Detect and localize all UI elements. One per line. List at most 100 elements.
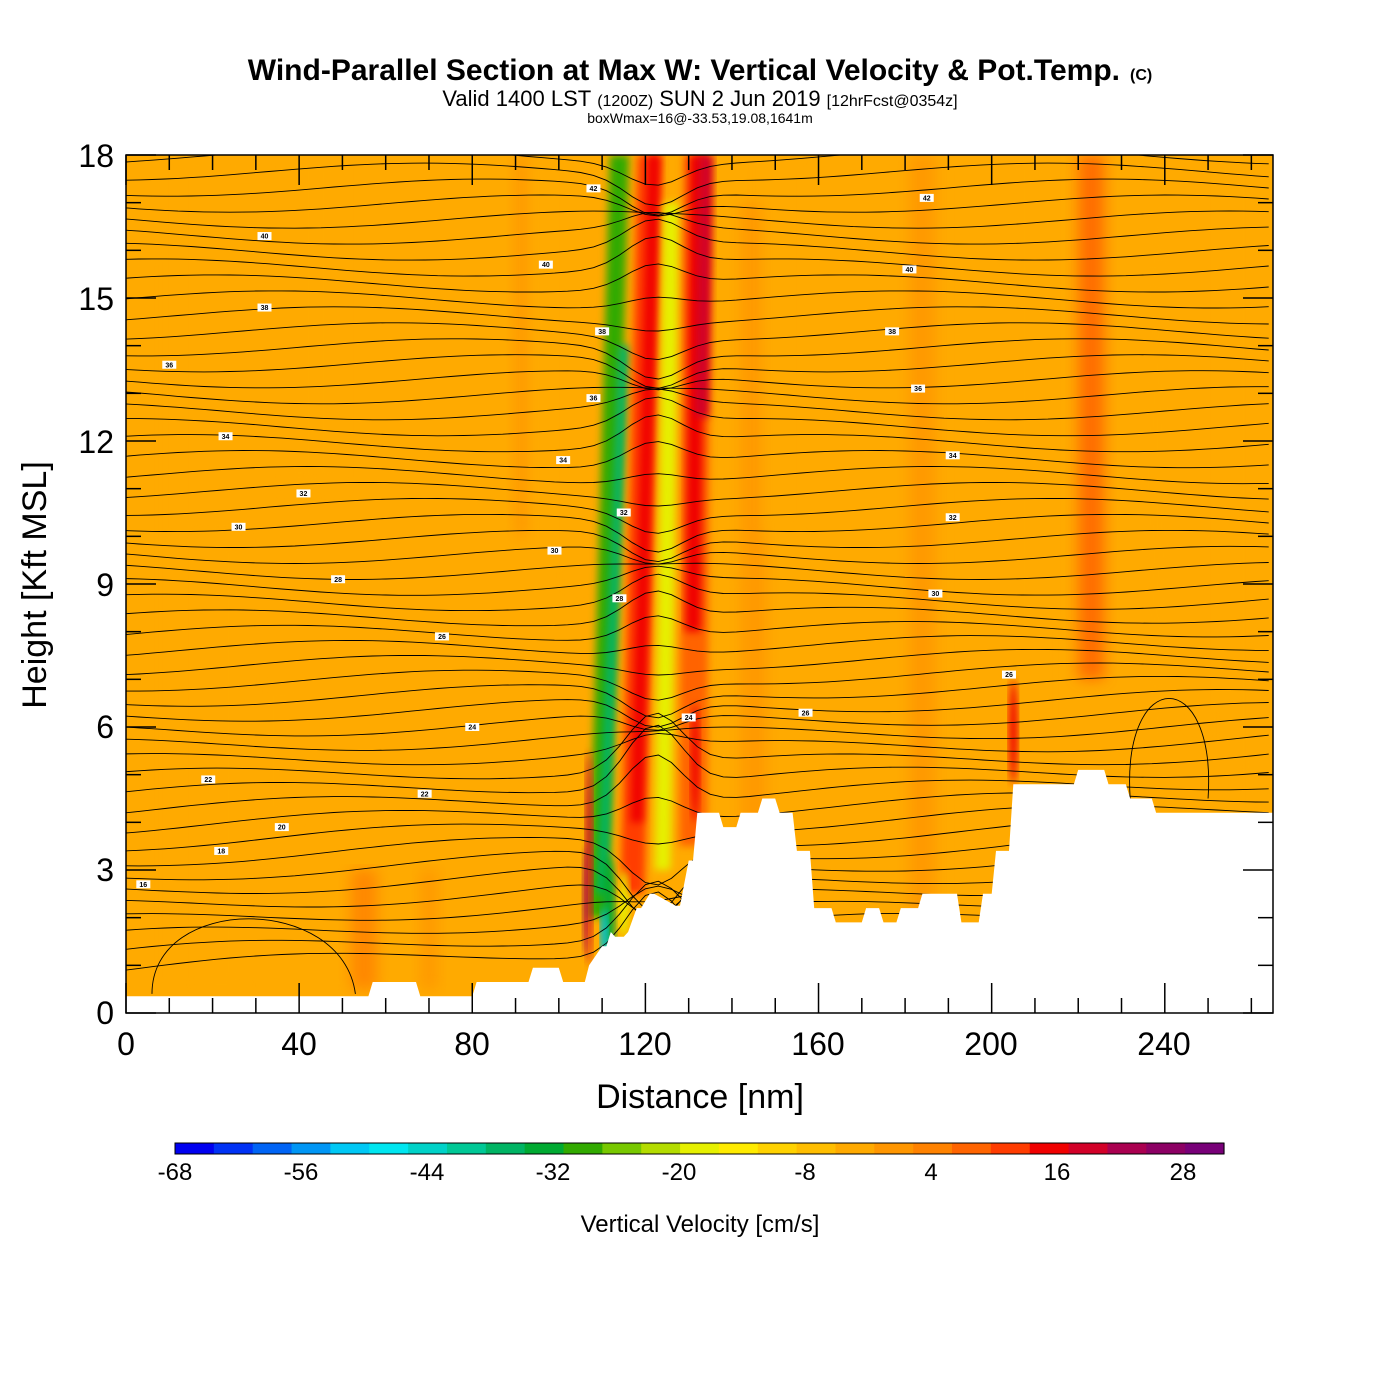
contour-label-text: 30 <box>551 548 559 555</box>
theta-contour <box>126 306 1269 332</box>
velocity-column <box>694 155 713 418</box>
colorbar-cell <box>213 1143 254 1154</box>
plot-area: 42 42 40 40 40 38 38 38 36 36 36 34 34 34 32 32 32 30 30 30… <box>126 155 1273 1013</box>
contour-label: 20 <box>274 823 289 832</box>
contour-label-text: 24 <box>685 715 693 722</box>
contour-label-bg <box>214 846 229 855</box>
x-tick-label: 160 <box>791 1026 844 1062</box>
contour-label: 22 <box>417 789 432 798</box>
contour-label-bg <box>616 508 631 517</box>
theta-contour <box>126 529 1269 563</box>
contour-label-bg <box>162 360 177 369</box>
contour-label-text: 38 <box>888 329 896 336</box>
contour-label-text: 42 <box>590 186 598 193</box>
y-tick-label: 9 <box>96 567 114 603</box>
colorbar-cell <box>1068 1143 1109 1154</box>
theta-contour <box>126 386 1269 405</box>
contour-label-text: 34 <box>559 458 567 465</box>
contour-label-bg <box>798 708 813 717</box>
contour-label-text: 42 <box>923 196 931 203</box>
velocity-streak <box>909 155 936 966</box>
colorbar-cell <box>408 1143 448 1154</box>
contour-label-bg <box>434 632 449 641</box>
colorbar-cell <box>252 1143 293 1154</box>
theta-contour <box>126 441 1269 469</box>
contour-label: 36 <box>586 394 601 403</box>
colorbar-cell <box>330 1143 370 1154</box>
velocity-streak <box>199 536 243 990</box>
colorbar-cell <box>1185 1143 1225 1154</box>
colorbar-tick-label: -8 <box>794 1159 815 1186</box>
contour-label: 42 <box>919 193 934 203</box>
colorbar-tick-label: -68 <box>158 1159 193 1186</box>
contour-label: 34 <box>218 432 233 441</box>
colorbar-cell <box>175 1143 215 1154</box>
velocity-streak <box>1225 155 1252 775</box>
contour-label-bg <box>595 327 610 336</box>
theta-contour <box>151 918 356 994</box>
contour-label-bg <box>919 193 934 202</box>
x-tick-label: 0 <box>117 1026 135 1062</box>
contour-label-text: 26 <box>1005 672 1013 679</box>
y-tick-label: 18 <box>78 138 114 174</box>
colorbar-cell <box>641 1143 681 1154</box>
theta-contour <box>126 648 1269 676</box>
colorbar <box>175 1143 1225 1154</box>
contour-label-text: 36 <box>165 362 173 369</box>
contour-label-text: 20 <box>278 825 286 832</box>
contour-label-text: 18 <box>217 849 225 856</box>
contour-label-text: 26 <box>802 710 810 717</box>
theta-contour <box>126 178 1269 216</box>
velocity-cell <box>690 703 700 823</box>
contour-label-bg <box>296 489 311 498</box>
velocity-cell <box>1147 155 1165 799</box>
contour-label-bg <box>911 384 926 393</box>
contour-label-text: 28 <box>334 577 342 584</box>
contour-label: 36 <box>162 360 177 369</box>
contour-label-bg <box>218 432 233 441</box>
contour-label: 22 <box>201 775 216 784</box>
contour-label: 24 <box>465 723 480 732</box>
contour-label-bg <box>547 546 562 555</box>
colorbar-tick-labels: -68 -56 -44 -32 -20 -8 4 16 28 <box>158 1159 1197 1186</box>
contour-label-bg <box>201 775 216 784</box>
theta-contour <box>126 370 1269 391</box>
contour-label: 36 <box>911 384 926 393</box>
contour-label-bg <box>274 823 289 832</box>
theta-contour <box>126 290 1269 309</box>
contour-label: 26 <box>1001 670 1016 679</box>
contour-label: 24 <box>681 713 696 722</box>
contour-label: 38 <box>885 327 900 336</box>
contour-label-text: 34 <box>949 453 957 460</box>
theta-contour <box>126 662 1269 701</box>
colorbar-cell <box>874 1143 914 1154</box>
contour-label-text: 40 <box>906 267 914 274</box>
velocity-streak <box>1034 155 1061 632</box>
y-tick-label: 6 <box>96 709 114 745</box>
contour-label-bg <box>1001 670 1016 679</box>
contour-label-text: 38 <box>261 305 269 312</box>
velocity-column <box>654 202 680 870</box>
theta-contour <box>126 717 1269 751</box>
contour-label-bg <box>257 303 272 312</box>
copyright-mark: (C) <box>1130 67 1152 84</box>
contour-label-bg <box>902 265 917 274</box>
colorbar-cell <box>446 1143 487 1154</box>
contour-label: 30 <box>928 589 943 598</box>
velocity-streak <box>762 155 797 537</box>
velocity-streak <box>718 155 745 584</box>
colorbar-cell <box>952 1143 992 1154</box>
velocity-streak <box>420 870 438 990</box>
x-tick-label: 40 <box>281 1026 317 1062</box>
contour-label: 28 <box>612 594 627 603</box>
contour-label-bg <box>231 522 246 531</box>
x-tick-label: 120 <box>618 1026 671 1062</box>
theta-contour <box>126 414 1269 453</box>
velocity-cell <box>585 750 593 966</box>
x-axis-label: Distance [nm] <box>596 1078 804 1116</box>
colorbar-cell <box>602 1143 642 1154</box>
contour-label-text: 38 <box>598 329 606 336</box>
theta-contour <box>126 322 1269 361</box>
contour-label-bg <box>945 451 960 460</box>
